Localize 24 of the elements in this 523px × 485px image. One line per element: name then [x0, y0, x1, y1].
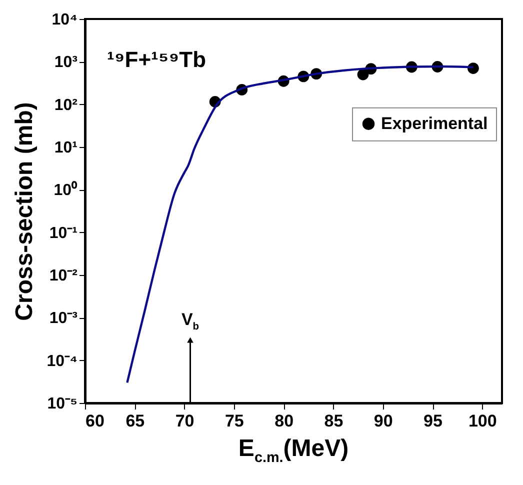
x-tick-label: 65 — [126, 412, 145, 430]
y-tick-label: 10⁴ — [52, 12, 78, 28]
x-tick-label: 90 — [374, 412, 393, 430]
y-tick-label: 10⁻¹ — [49, 224, 78, 242]
y-tick-label: 10¹ — [54, 140, 78, 156]
legend-label: Experimental — [381, 114, 488, 133]
x-tick-label: 80 — [274, 412, 294, 430]
x-tick-label: 95 — [424, 412, 442, 430]
y-tick-label: 10⁻³ — [49, 310, 78, 328]
y-tick-label: 10⁻² — [49, 268, 78, 284]
y-tick-label: 10⁻⁵ — [47, 396, 78, 412]
y-tick-label: 10⁻⁴ — [46, 352, 78, 370]
x-tick-label: 100 — [468, 412, 497, 430]
y-tick-label: 10² — [54, 96, 78, 114]
y-tick-label: 10⁰ — [54, 181, 78, 200]
x-tick-label: 75 — [224, 412, 244, 430]
y-axis-title: Cross-section (mb) — [10, 102, 38, 321]
x-tick-label: 60 — [86, 412, 104, 430]
annotation: ¹⁹F+¹⁵⁹Tb — [107, 47, 206, 73]
x-axis-title: E$_{c.m.}$(MeV) — [238, 435, 349, 466]
annotation: V$_{b}$ — [181, 310, 200, 332]
y-tick-label: 10³ — [54, 54, 78, 72]
x-tick-label: 85 — [324, 412, 344, 430]
x-tick-label: 70 — [175, 412, 194, 430]
